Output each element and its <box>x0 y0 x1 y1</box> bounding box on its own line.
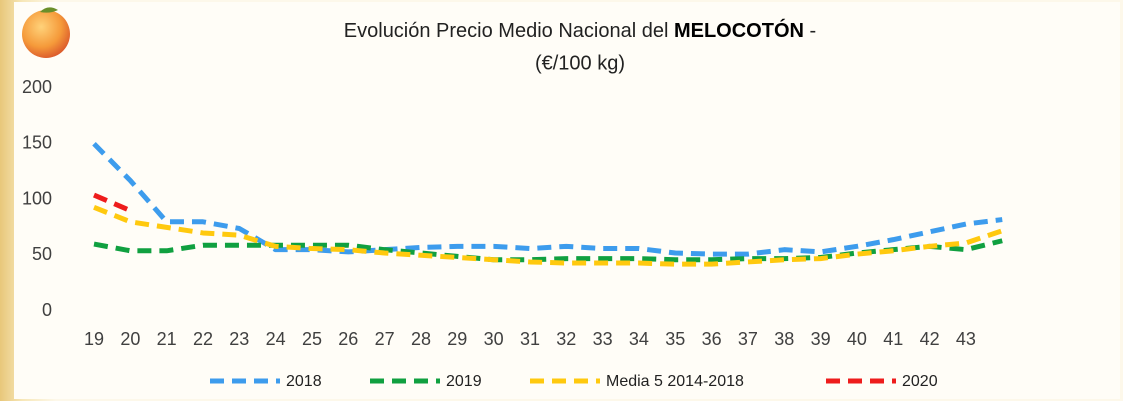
x-tick-label: 23 <box>229 329 249 349</box>
chart: Evolución Precio Medio Nacional del MELO… <box>0 0 1123 401</box>
x-tick-label: 36 <box>702 329 722 349</box>
x-tick-label: 26 <box>338 329 358 349</box>
x-tick-label: 24 <box>266 329 286 349</box>
title-highlight: MELOCOTÓN <box>674 18 804 42</box>
x-tick-label: 41 <box>883 329 903 349</box>
title-main: Evolución Precio Medio Nacional del <box>344 20 669 42</box>
x-tick-label: 39 <box>811 329 831 349</box>
x-tick-label: 29 <box>447 329 467 349</box>
x-tick-label: 25 <box>302 329 322 349</box>
x-tick-label: 28 <box>411 329 431 349</box>
x-tick-label: 34 <box>629 329 649 349</box>
x-tick-label: 42 <box>920 329 940 349</box>
x-tick-label: 30 <box>484 329 504 349</box>
y-tick-label: 0 <box>42 300 52 320</box>
x-tick-label: 38 <box>774 329 794 349</box>
legend-label: 2019 <box>446 373 482 390</box>
x-tick-label: 31 <box>520 329 540 349</box>
x-tick-label: 27 <box>375 329 395 349</box>
x-tick-label: 21 <box>157 329 177 349</box>
chart-title: Evolución Precio Medio Nacional del MELO… <box>344 18 816 42</box>
y-tick-label: 100 <box>22 188 52 208</box>
x-tick-label: 32 <box>556 329 576 349</box>
legend-label: Media 5 2014-2018 <box>606 373 744 390</box>
chart-subtitle: (€/100 kg) <box>535 52 625 74</box>
x-tick-label: 37 <box>738 329 758 349</box>
x-tick-label: 35 <box>665 329 685 349</box>
x-tick-label: 19 <box>84 329 104 349</box>
y-tick-label: 200 <box>22 77 52 97</box>
x-tick-label: 33 <box>593 329 613 349</box>
x-tick-label: 22 <box>193 329 213 349</box>
legend-label: 2018 <box>286 373 322 390</box>
y-tick-label: 150 <box>22 133 52 153</box>
x-tick-label: 40 <box>847 329 867 349</box>
x-tick-label: 43 <box>956 329 976 349</box>
page: {"chart_data": {"type": "line", "title":… <box>0 0 1123 401</box>
y-tick-label: 50 <box>32 244 52 264</box>
x-tick-label: 20 <box>120 329 140 349</box>
title-suffix: - <box>810 20 817 42</box>
legend-label: 2020 <box>902 373 938 390</box>
